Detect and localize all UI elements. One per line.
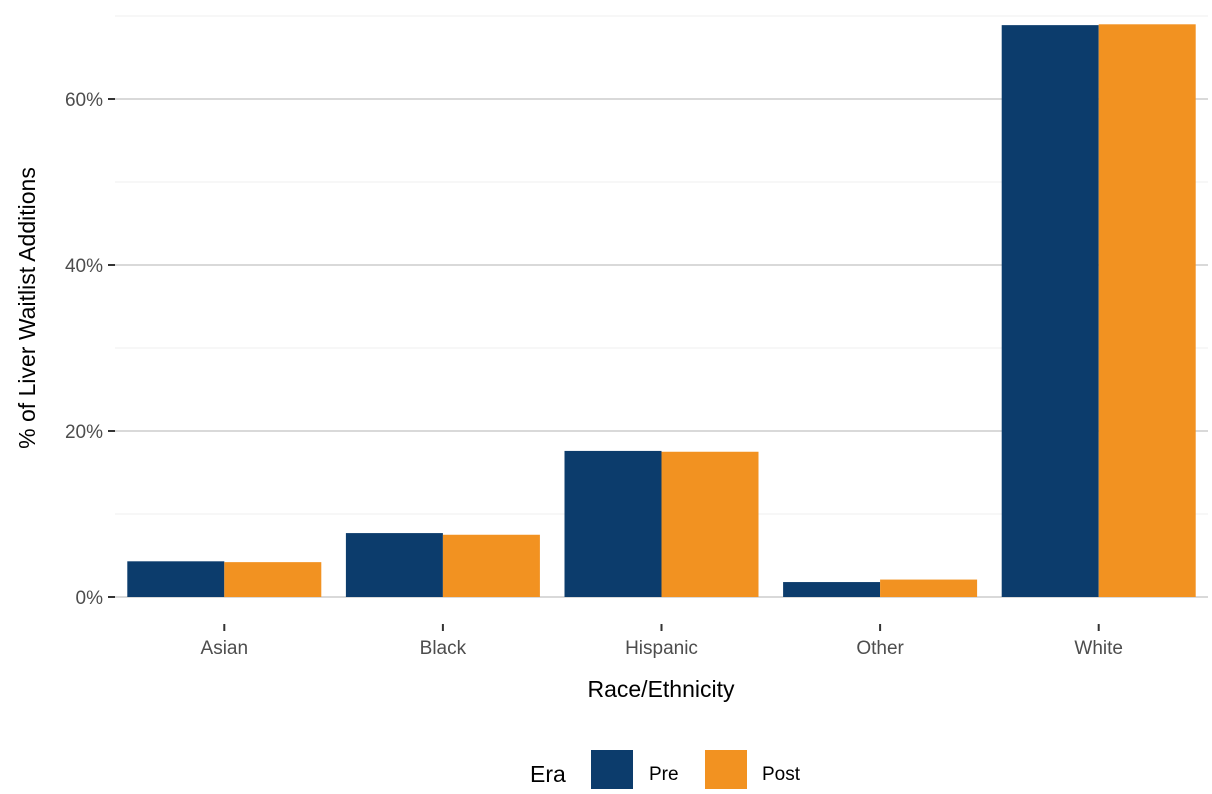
bar-other-pre bbox=[783, 582, 881, 597]
x-tick-label: White bbox=[1074, 638, 1123, 659]
x-tick-label: Hispanic bbox=[625, 638, 698, 659]
bar-black-post bbox=[442, 534, 540, 597]
legend: Era Pre Post bbox=[530, 750, 801, 789]
bar-asian-pre bbox=[127, 561, 225, 597]
bar-black-pre bbox=[345, 533, 443, 597]
x-tick-label: Other bbox=[856, 638, 904, 659]
y-axis-title: % of Liver Waitlist Additions bbox=[14, 167, 40, 449]
bars bbox=[127, 24, 1196, 598]
x-axis-title: Race/Ethnicity bbox=[587, 676, 735, 702]
x-tick-label: Black bbox=[420, 638, 467, 659]
y-tick-label: 0% bbox=[76, 588, 104, 609]
y-axis: 0% 20% 40% 60% bbox=[65, 90, 115, 609]
bar-white-post bbox=[1098, 24, 1196, 598]
x-tick-label: Asian bbox=[201, 638, 249, 659]
y-tick-label: 60% bbox=[65, 90, 103, 111]
legend-key-pre bbox=[591, 750, 633, 789]
legend-key-post bbox=[705, 750, 747, 789]
bar-other-post bbox=[880, 579, 978, 597]
bar-asian-post bbox=[224, 562, 322, 597]
legend-title: Era bbox=[530, 761, 566, 787]
bar-hispanic-pre bbox=[564, 450, 662, 597]
y-tick-label: 40% bbox=[65, 256, 103, 277]
x-axis: Asian Black Hispanic Other White bbox=[201, 624, 1123, 659]
legend-label-post: Post bbox=[762, 764, 801, 785]
y-tick-label: 20% bbox=[65, 422, 103, 443]
bar-hispanic-post bbox=[661, 451, 759, 597]
legend-label-pre: Pre bbox=[649, 764, 679, 785]
bar-white-pre bbox=[1001, 25, 1099, 597]
